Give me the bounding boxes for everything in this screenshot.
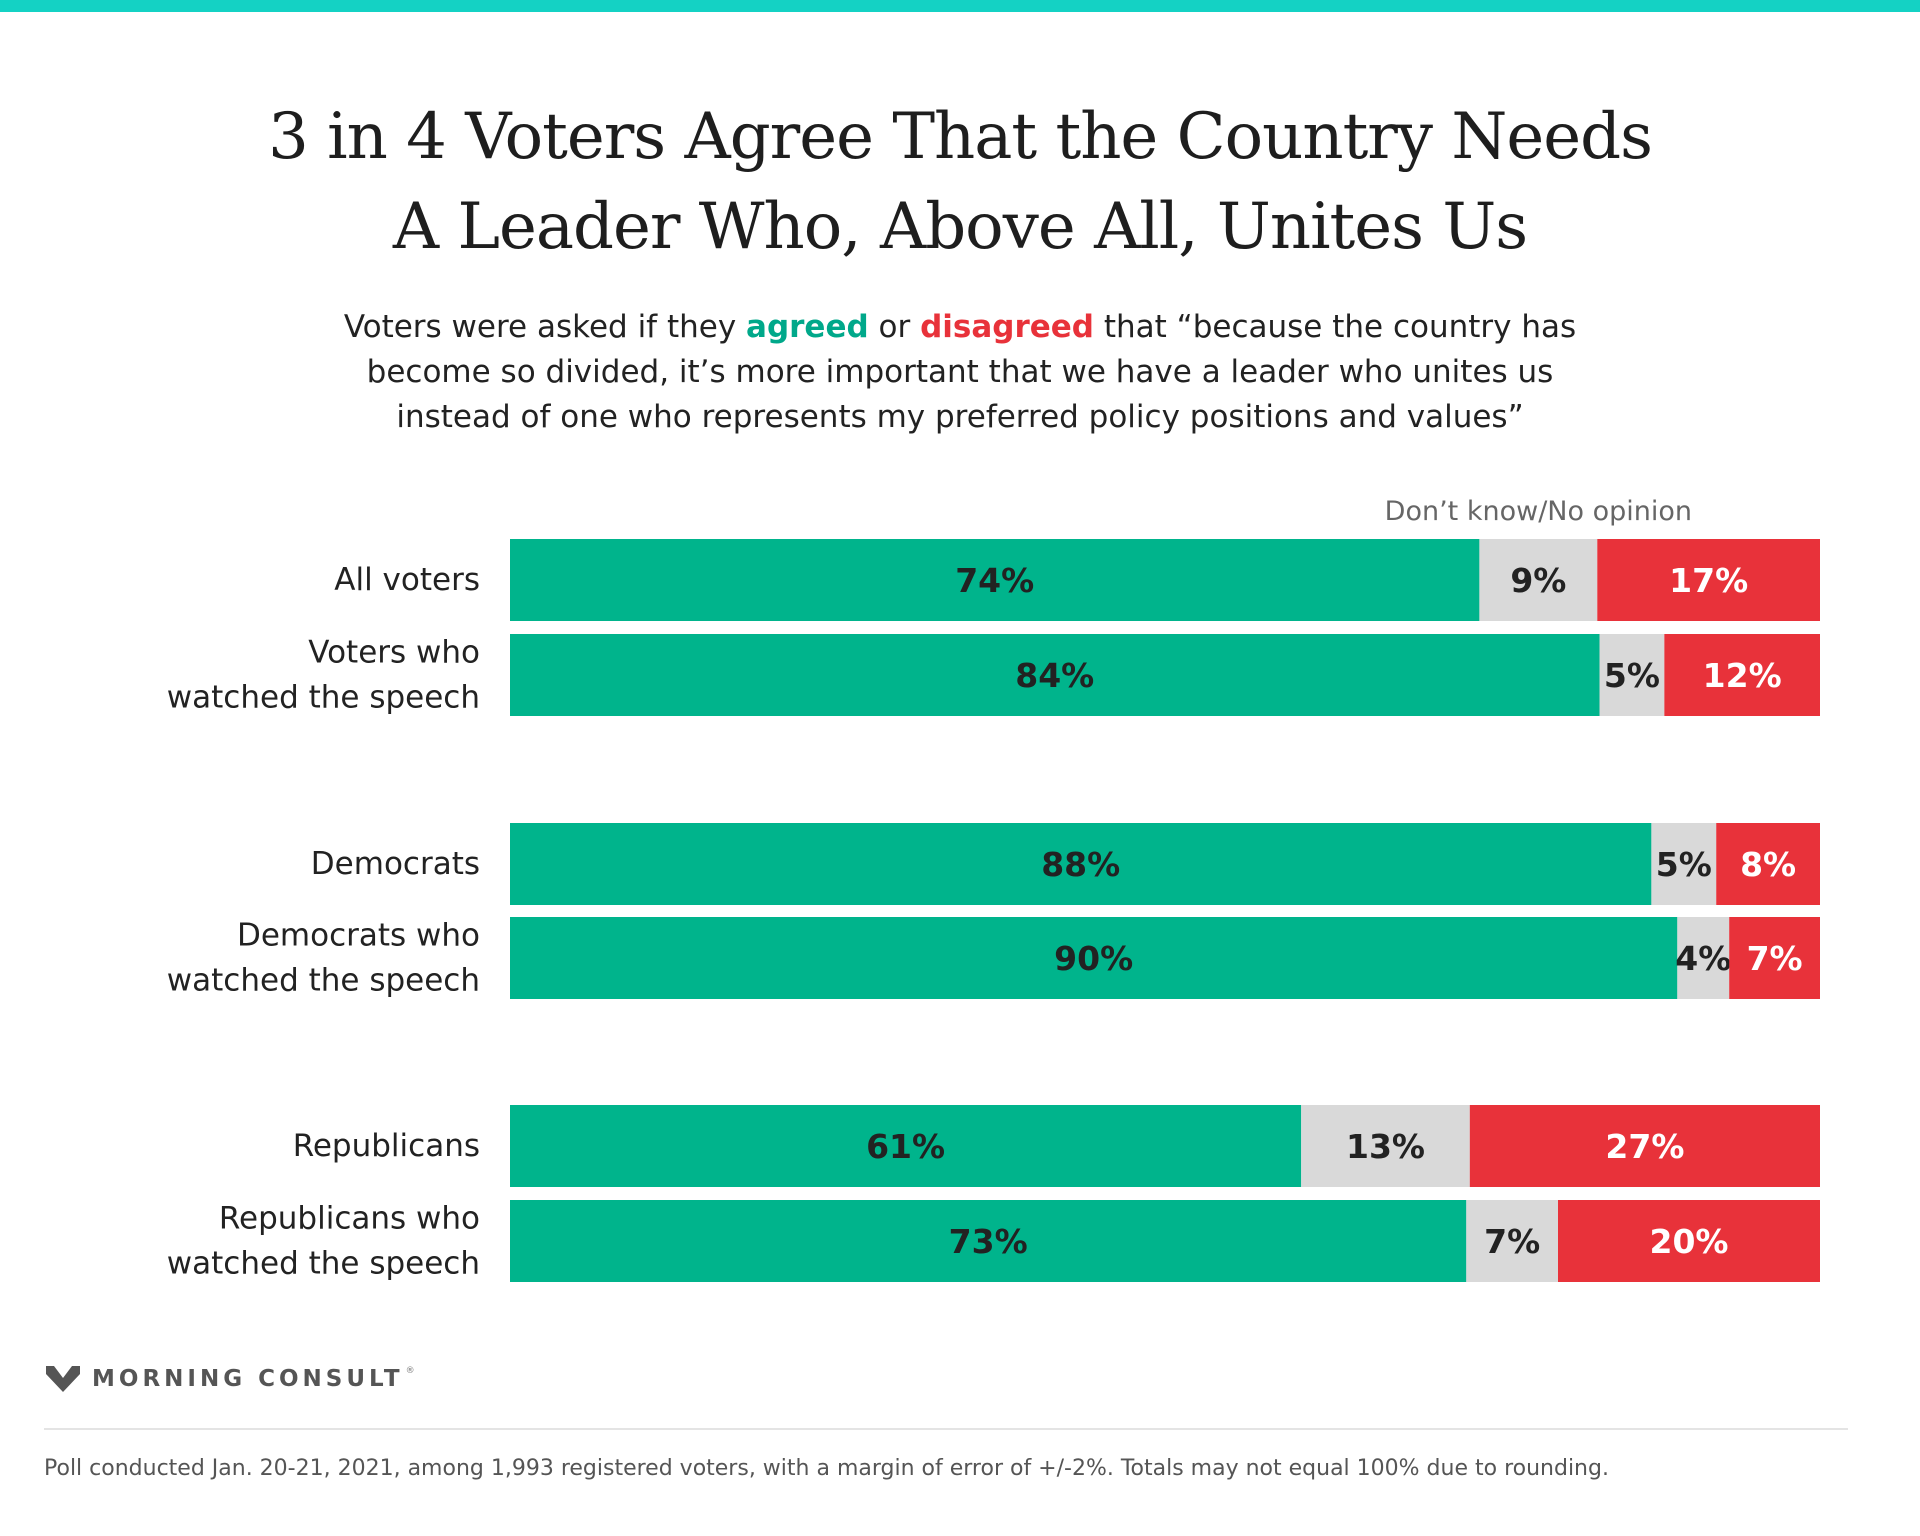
bar-segment-disagreed xyxy=(1469,1105,1820,1187)
data-label-dont-know: 4% xyxy=(1675,939,1731,978)
subtitle-disagreed: disagreed xyxy=(920,309,1094,345)
category-label: Republicans who xyxy=(219,1201,480,1237)
data-label-disagreed: 8% xyxy=(1740,845,1796,884)
category-label: Republicans xyxy=(293,1128,480,1164)
legend-dont-know-label: Don’t know/No opinion xyxy=(1385,496,1692,527)
bar-segment-dont-know xyxy=(1479,539,1598,621)
stacked-bar-chart: Don’t know/No opinion 74% 9% 17% All voters 8… xyxy=(167,496,1820,1282)
data-label-agreed: 88% xyxy=(1041,845,1120,884)
bar-segment-agreed xyxy=(510,634,1600,716)
data-label-disagreed: 27% xyxy=(1605,1127,1684,1166)
subtitle-agreed: agreed xyxy=(746,309,869,345)
bar-segment-agreed xyxy=(510,823,1652,905)
bar-segment-disagreed xyxy=(1664,634,1820,716)
bar-segment-disagreed xyxy=(1597,539,1820,621)
data-label-disagreed: 17% xyxy=(1669,561,1748,600)
bar-segment-dont-know xyxy=(1301,1105,1470,1187)
bar-segment-dont-know xyxy=(1677,917,1730,999)
bar-segment-disagreed xyxy=(1716,823,1820,905)
footer-divider xyxy=(44,1428,1848,1430)
category-label: Voters who xyxy=(308,635,480,671)
data-label-dont-know: 13% xyxy=(1346,1127,1425,1166)
brand-registered-mark: ® xyxy=(405,1366,415,1376)
brand-name: MORNING CONSULT xyxy=(92,1366,404,1392)
category-label: Democrats who xyxy=(237,918,480,954)
data-label-dont-know: 7% xyxy=(1484,1222,1540,1261)
bar-segment-disagreed xyxy=(1558,1200,1820,1282)
top-accent-bar xyxy=(0,0,1920,12)
data-label-disagreed: 7% xyxy=(1747,939,1803,978)
chart-subtitle: Voters were asked if they agreed or disa… xyxy=(0,305,1920,440)
bar-segment-dont-know xyxy=(1651,823,1717,905)
subtitle-text-pre: Voters were asked if they xyxy=(343,309,747,345)
bar-segment-disagreed xyxy=(1729,917,1820,999)
bar-segment-dont-know xyxy=(1599,634,1665,716)
data-label-dont-know: 5% xyxy=(1604,656,1660,695)
data-label-disagreed: 12% xyxy=(1703,656,1782,695)
chart-title: 3 in 4 Voters Agree That the Country Nee… xyxy=(0,92,1920,272)
subtitle-text-post: that “because the country has become so … xyxy=(366,309,1577,435)
category-label: watched the speech xyxy=(167,1246,480,1282)
data-label-disagreed: 20% xyxy=(1650,1222,1729,1261)
bar-segment-agreed xyxy=(510,917,1678,999)
bar-segment-agreed xyxy=(510,1200,1467,1282)
footnote: Poll conducted Jan. 20-21, 2021, among 1… xyxy=(44,1456,1609,1481)
bar-segment-agreed xyxy=(510,1105,1302,1187)
data-label-agreed: 90% xyxy=(1054,939,1133,978)
brand-logo: MORNING CONSULT ® xyxy=(46,1366,415,1392)
category-label: watched the speech xyxy=(167,680,480,716)
data-label-dont-know: 9% xyxy=(1510,561,1566,600)
category-label: Democrats xyxy=(311,846,480,882)
morning-consult-logo-icon xyxy=(46,1366,80,1392)
data-label-agreed: 73% xyxy=(949,1222,1028,1261)
data-label-agreed: 61% xyxy=(866,1127,945,1166)
subtitle-text-or: or xyxy=(868,309,921,345)
data-label-agreed: 74% xyxy=(955,561,1034,600)
title-line-2: A Leader Who, Above All, Unites Us xyxy=(392,190,1528,264)
category-label: watched the speech xyxy=(167,963,480,999)
data-label-agreed: 84% xyxy=(1015,656,1094,695)
data-label-dont-know: 5% xyxy=(1656,845,1712,884)
bar-segment-agreed xyxy=(510,539,1480,621)
bar-segment-dont-know xyxy=(1466,1200,1558,1282)
title-line-1: 3 in 4 Voters Agree That the Country Nee… xyxy=(268,100,1653,174)
category-label: All voters xyxy=(334,562,480,598)
